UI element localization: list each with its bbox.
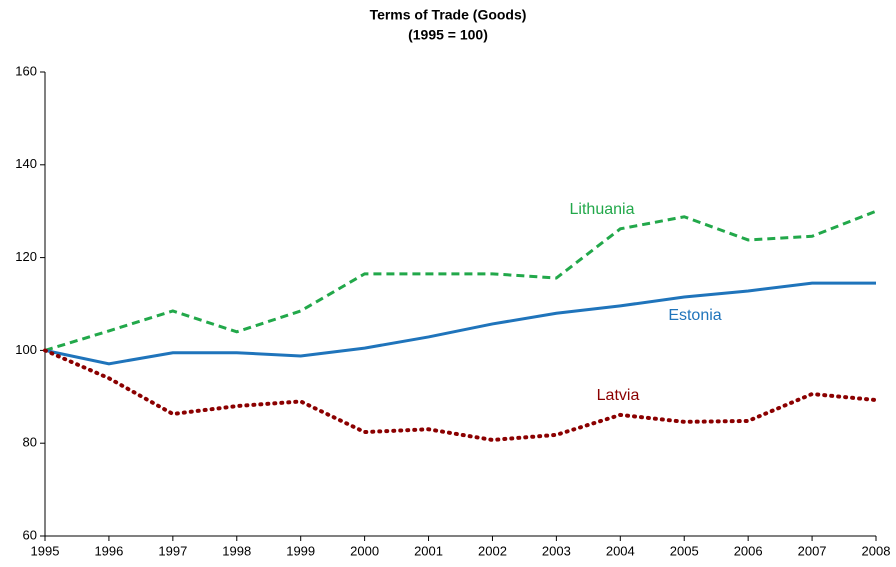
x-tick-label: 1999 [286, 543, 315, 558]
x-tick-label: 2003 [542, 543, 571, 558]
x-tick-label: 2006 [734, 543, 763, 558]
y-tick-label: 160 [15, 63, 37, 78]
x-tick-label: 1995 [31, 543, 60, 558]
x-tick-label: 2008 [862, 543, 891, 558]
x-tick-label: 1998 [222, 543, 251, 558]
y-tick-label: 80 [23, 435, 37, 450]
y-tick-label: 60 [23, 527, 37, 542]
chart-subtitle: (1995 = 100) [408, 27, 488, 43]
y-tick-label: 100 [15, 342, 37, 357]
x-tick-label: 2007 [798, 543, 827, 558]
series-label: Estonia [668, 307, 721, 324]
series-line [44, 209, 877, 352]
x-tick-label: 2004 [606, 543, 635, 558]
y-tick-label: 120 [15, 249, 37, 264]
chart-title: Terms of Trade (Goods) [370, 7, 527, 23]
series-line [44, 281, 876, 366]
series-label: Latvia [597, 387, 640, 404]
x-tick-label: 1997 [158, 543, 187, 558]
y-tick-label: 140 [15, 156, 37, 171]
x-tick-label: 1996 [94, 543, 123, 558]
x-tick-label: 2002 [478, 543, 507, 558]
x-tick-label: 2001 [414, 543, 443, 558]
series-line [43, 348, 878, 442]
series-label: Lithuania [570, 201, 635, 218]
x-tick-label: 2005 [670, 543, 699, 558]
x-tick-label: 2000 [350, 543, 379, 558]
